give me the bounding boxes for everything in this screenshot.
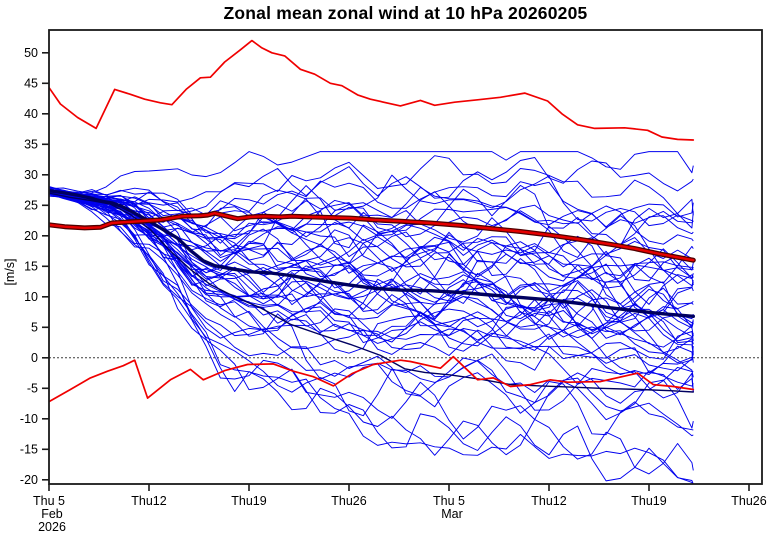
axis-frame — [48, 29, 763, 485]
x-tick-label: Thu19 — [631, 494, 666, 508]
ensemble-mean-line — [49, 189, 695, 318]
y-tick-label: 35 — [24, 138, 38, 152]
y-tick-label: 25 — [24, 199, 38, 213]
y-tick-label: 50 — [24, 46, 38, 60]
ensemble-members — [49, 151, 694, 484]
y-tick-label: -15 — [20, 443, 38, 457]
ensemble-member-line — [49, 191, 694, 364]
y-tick-label: 30 — [24, 168, 38, 182]
ensemble-member-line — [49, 188, 694, 271]
y-tick-label: -5 — [27, 382, 38, 396]
ensemble-member-line — [49, 155, 694, 229]
ensemble-member-line — [49, 190, 694, 310]
ensemble-member-line — [49, 186, 694, 342]
y-tick-label: 45 — [24, 77, 38, 91]
ensemble-member-line — [49, 193, 694, 484]
y-tick-label: -10 — [20, 412, 38, 426]
control-forecast-line — [49, 192, 694, 393]
climate-mean-line — [49, 212, 695, 262]
x-tick-sublabel: Feb — [41, 507, 63, 521]
y-axis-label: [m/s] — [3, 258, 17, 285]
climate-min-line — [49, 355, 695, 403]
y-tick-label: -20 — [20, 473, 38, 487]
y-tick-label: 5 — [31, 321, 38, 335]
climate-max-line — [49, 39, 695, 141]
ensemble-member-line — [49, 188, 694, 475]
ensemble-member-line — [49, 190, 694, 354]
x-tick-label: Thu12 — [131, 494, 166, 508]
plot-area — [49, 39, 762, 484]
x-tick-label: Thu26 — [731, 494, 766, 508]
ensemble-member-line — [49, 157, 694, 206]
ensemble-member-line — [49, 151, 694, 196]
y-tick-label: 20 — [24, 229, 38, 243]
x-tick-label: Thu12 — [531, 494, 566, 508]
x-tick-label: Thu 5 — [433, 494, 465, 508]
y-tick-label: 15 — [24, 260, 38, 274]
ensemble-member-line — [49, 187, 694, 233]
y-tick-label: 0 — [31, 351, 38, 365]
ensemble-member-line — [49, 195, 694, 326]
x-tick-label: Thu19 — [231, 494, 266, 508]
chart-title: Zonal mean zonal wind at 10 hPa 20260205 — [223, 3, 588, 23]
ensemble-member-line — [49, 190, 694, 279]
ensemble-member-line — [49, 191, 694, 440]
x-tick-label: Thu 5 — [33, 494, 65, 508]
ensemble-member-line — [49, 190, 694, 286]
ensemble-member-line — [49, 190, 694, 429]
x-tick-sublabel: Mar — [441, 507, 463, 521]
ensemble-member-line — [49, 192, 694, 388]
y-tick-label: 10 — [24, 290, 38, 304]
x-tick-sublabel: 2026 — [38, 520, 66, 534]
x-tick-label: Thu26 — [331, 494, 366, 508]
ensemble-member-line — [49, 190, 693, 484]
y-tick-label: 40 — [24, 107, 38, 121]
